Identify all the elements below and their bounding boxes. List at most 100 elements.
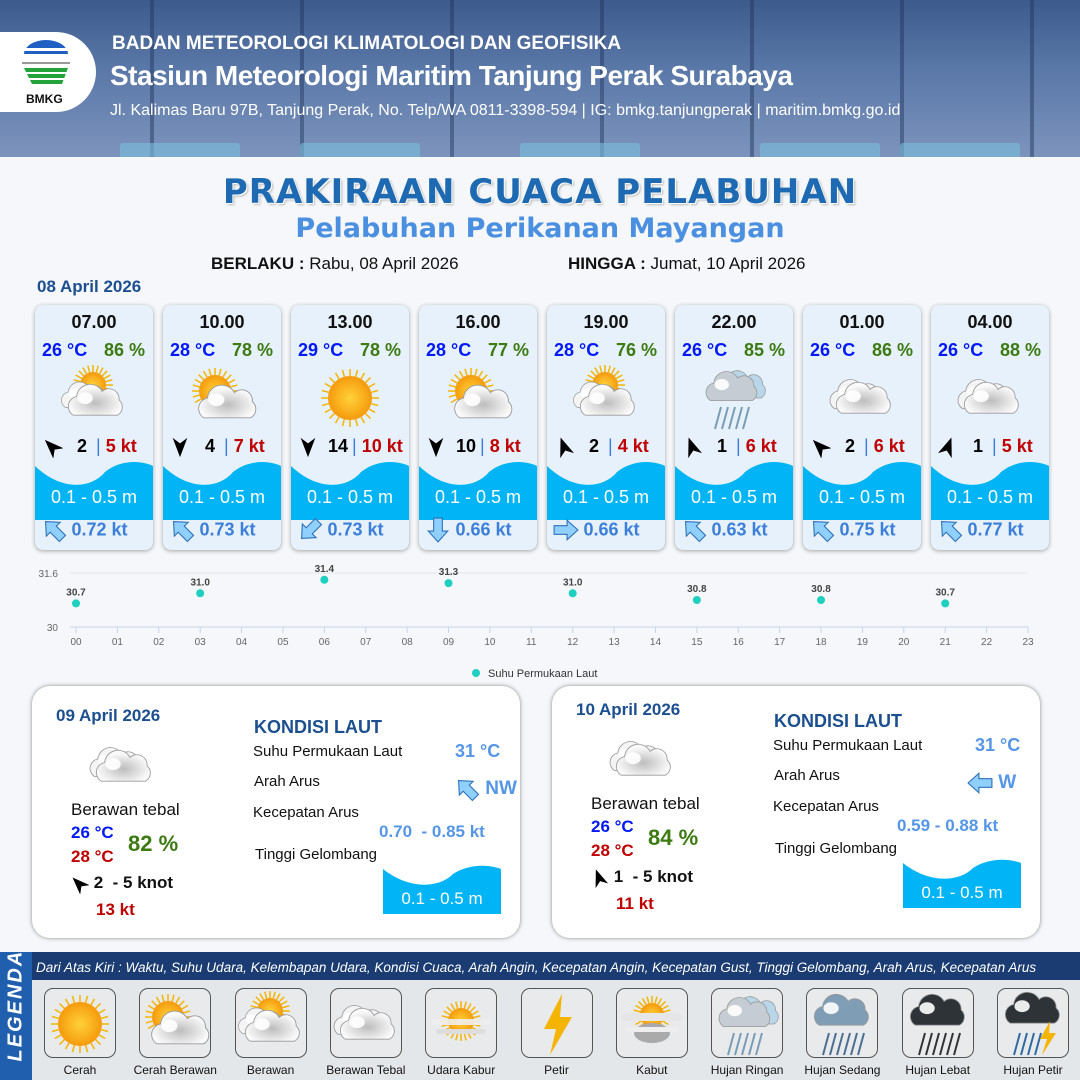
sst-data-label: 30.7 <box>66 587 86 598</box>
sst-data-point <box>568 589 577 598</box>
org-name: BADAN METEOROLOGI KLIMATOLOGI DAN GEOFIS… <box>112 33 622 54</box>
wave-height: 0.1 - 0.5 m <box>690 487 778 507</box>
sst-data-label: 31.4 <box>315 564 335 575</box>
gust-speed: 13 kt <box>96 900 135 919</box>
legend: LEGENDA Dari Atas Kiri : Waktu, Suhu Uda… <box>0 949 1080 1080</box>
temp-max: 28 °C <box>591 841 634 860</box>
temp-max: 28 °C <box>71 847 114 866</box>
berawan-weather-icon <box>573 365 635 416</box>
wind-direction-icon <box>72 877 90 895</box>
wind-speed: 14 <box>328 436 349 456</box>
sea-title: KONDISI LAUT <box>254 717 382 737</box>
hujan-ringan-weather-icon <box>705 370 766 430</box>
valid-from-value: Rabu, 08 April 2026 <box>309 254 459 273</box>
current-direction-icon <box>427 517 449 543</box>
separator: | <box>480 436 485 456</box>
wind-row: 2 | 5 kt <box>41 436 151 460</box>
x-tick-label: 12 <box>567 637 579 648</box>
sst-data-point <box>941 599 950 608</box>
x-tick-label: 04 <box>236 637 248 648</box>
current-direction-icon <box>45 521 67 543</box>
wind-range: 2 - 5 knot <box>93 873 174 892</box>
air-temperature: 28 °C <box>426 340 472 360</box>
valid-from: BERLAKU : Rabu, 08 April 2026 <box>211 254 459 274</box>
weather-icon <box>315 363 385 433</box>
forecast-card: 16.00 28 °C 77 % 10 | 8 kt 0.1 - 0.5 m 0.… <box>419 305 537 550</box>
wind-direction-icon <box>300 438 316 458</box>
window-frame <box>450 0 454 157</box>
forecast-time: 01.00 <box>839 312 885 332</box>
weather-icon <box>571 363 641 433</box>
valid-to-label: HINGGA : <box>568 254 646 273</box>
current-speed: 0.73 kt <box>327 519 384 540</box>
humidity: 86 % <box>871 340 913 360</box>
x-tick-label: 02 <box>153 637 165 648</box>
berawan-weather-icon <box>61 365 123 416</box>
window-frame <box>600 0 604 157</box>
sst-data-label: 31.0 <box>563 577 583 588</box>
wind-speed: 1 <box>973 436 984 456</box>
gust-speed: 7 kt <box>233 436 265 456</box>
forecast-time: 13.00 <box>327 312 373 332</box>
cerah-weather-icon <box>51 995 109 1053</box>
bmkg-logo: BMKG <box>0 32 96 112</box>
legend-label: Hujan Lebat <box>905 1063 971 1077</box>
forecast-card: 13.00 29 °C 78 % 14 | 10 kt 0.1 - 0.5 m 0… <box>291 305 409 550</box>
wave-height: 0.1 - 0.5 m <box>306 487 394 507</box>
air-temperature: 29 °C <box>298 340 344 360</box>
valid-to-value: Jumat, 10 April 2026 <box>650 254 806 273</box>
x-tick-label: 05 <box>277 637 289 648</box>
current-dir-value: NW <box>485 778 517 799</box>
sst-value: 31 °C <box>975 735 1021 755</box>
separator: | <box>608 436 613 456</box>
sst-value: 31 °C <box>455 741 501 761</box>
legend-label: Kabut <box>636 1063 668 1077</box>
humidity: 85 % <box>743 340 785 360</box>
legend-label: Cerah <box>63 1063 97 1077</box>
hujan-ringan-weather-icon <box>718 996 779 1056</box>
seat-row <box>120 143 240 157</box>
sst-data-point <box>817 596 826 604</box>
page-title: PRAKIRAAN CUACA PELABUHAN <box>222 172 858 212</box>
legend-icon-berawan-tebal <box>329 988 402 1058</box>
legend-icon-cerah <box>44 988 116 1058</box>
window-frame <box>1030 0 1034 157</box>
weather-icon <box>59 363 129 433</box>
x-tick-label: 13 <box>609 637 621 648</box>
separator: | <box>224 436 229 456</box>
y-tick-label: 31.6 <box>39 569 59 580</box>
window-frame <box>300 0 304 157</box>
wind-speed: 2 <box>77 436 88 456</box>
x-tick-label: 10 <box>484 637 496 648</box>
current-speed: 0.59 - 0.88 kt <box>897 816 999 835</box>
forecast-time: 22.00 <box>711 312 757 332</box>
separator: | <box>352 436 357 456</box>
berawan-tebal-weather-icon <box>89 747 151 782</box>
seat-row <box>900 143 1020 157</box>
legend-label: Berawan <box>246 1063 295 1077</box>
gust-speed: 11 kt <box>616 894 654 913</box>
x-tick-label: 14 <box>650 637 662 648</box>
wave-height: 0.1 - 0.5 m <box>946 487 1034 507</box>
wave-shape <box>419 462 537 520</box>
legend-description: Dari Atas Kiri : Waktu, Suhu Udara, Kele… <box>36 960 1037 975</box>
forecast-card: 19.00 28 °C 76 % 2 | 4 kt 0.1 - 0.5 m 0.6… <box>547 305 665 550</box>
separator: | <box>864 436 869 456</box>
current-speed: 0.72 kt <box>71 519 128 540</box>
current-direction-icon <box>301 517 323 539</box>
legend-marker <box>472 669 480 677</box>
legend-icon-hujan-sedang <box>806 988 879 1058</box>
weather-icon <box>607 725 677 800</box>
y-tick-label: 30 <box>47 623 59 634</box>
current-speed-label: Kecepatan Arus <box>253 804 359 821</box>
wind-row: 1 | 6 kt <box>681 436 791 460</box>
current-speed: 0.73 kt <box>199 519 256 540</box>
sst-chart: 30 31.6 00 01 02 03 04 05 06 07 08 09 10 11 12 13 14 15 16… <box>39 564 1034 680</box>
sst-data-label: 31.0 <box>190 577 210 588</box>
legend-icon-kabut <box>615 988 688 1058</box>
current-speed: 0.70 - 0.85 kt <box>379 822 485 841</box>
temp-min: 26 °C <box>71 823 114 842</box>
weather-condition: Berawan tebal <box>591 794 700 813</box>
legend-title: LEGENDA <box>4 949 27 1062</box>
humidity: 76 % <box>615 340 657 360</box>
